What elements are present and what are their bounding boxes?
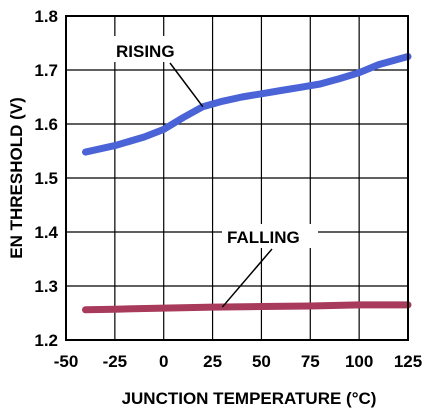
x-tick-label: 50 xyxy=(252,352,271,371)
y-tick-label: 1.5 xyxy=(34,169,58,188)
series-line-falling xyxy=(82,301,412,314)
data-point-falling xyxy=(163,307,165,309)
data-point-falling xyxy=(85,309,87,311)
annotations: RISING FALLING xyxy=(110,36,318,308)
plot-frame xyxy=(65,15,409,341)
falling-leader-line xyxy=(221,248,273,308)
data-point-rising xyxy=(114,145,116,147)
data-point-rising xyxy=(241,96,243,98)
data-point-rising xyxy=(300,86,302,88)
data-point-rising xyxy=(339,78,341,80)
data-point-rising xyxy=(378,64,380,66)
data-point-falling xyxy=(212,306,214,308)
data-point-rising xyxy=(319,83,321,85)
data-point-rising xyxy=(182,117,184,119)
x-axis-title: JUNCTION TEMPERATURE (°C) xyxy=(122,389,377,408)
rising-label-bg xyxy=(110,36,194,62)
x-tick-label: -50 xyxy=(54,352,79,371)
data-point-falling xyxy=(309,305,311,307)
y-tick-label: 1.6 xyxy=(34,115,58,134)
data-point-rising xyxy=(163,128,165,130)
x-tick-label: 125 xyxy=(394,352,422,371)
x-tick-label: 25 xyxy=(203,352,222,371)
data-point-falling xyxy=(358,304,360,306)
gridlines xyxy=(66,16,408,340)
x-tick-label: 75 xyxy=(301,352,320,371)
data-point-rising xyxy=(85,151,87,153)
series-layer xyxy=(82,53,412,314)
y-axis-title: EN THRESHOLD (V) xyxy=(7,97,26,259)
x-tick-label: 100 xyxy=(345,352,373,371)
tick-labels: -50 -25 0 25 50 75 100 125 1.2 1.3 1.4 1.5 1.6 1.7 1.8 xyxy=(34,7,422,371)
falling-label-bg xyxy=(222,224,318,248)
x-tick-label: -25 xyxy=(103,352,128,371)
data-point-rising xyxy=(221,100,223,102)
x-tick-label: 0 xyxy=(159,352,168,371)
data-point-rising xyxy=(260,93,262,95)
rising-label: RISING xyxy=(116,42,175,61)
data-point-falling xyxy=(114,308,116,310)
data-point-rising xyxy=(280,90,282,92)
y-tick-label: 1.7 xyxy=(34,61,58,80)
series-line-rising xyxy=(82,53,412,156)
data-point-rising xyxy=(358,72,360,74)
y-tick-label: 1.2 xyxy=(34,331,58,350)
data-point-falling xyxy=(260,306,262,308)
data-point-rising xyxy=(143,136,145,138)
y-tick-label: 1.3 xyxy=(34,277,58,296)
y-tick-label: 1.4 xyxy=(34,223,58,242)
y-tick-label: 1.8 xyxy=(34,7,58,26)
rising-leader-line xyxy=(169,62,204,108)
falling-label: FALLING xyxy=(227,228,300,247)
